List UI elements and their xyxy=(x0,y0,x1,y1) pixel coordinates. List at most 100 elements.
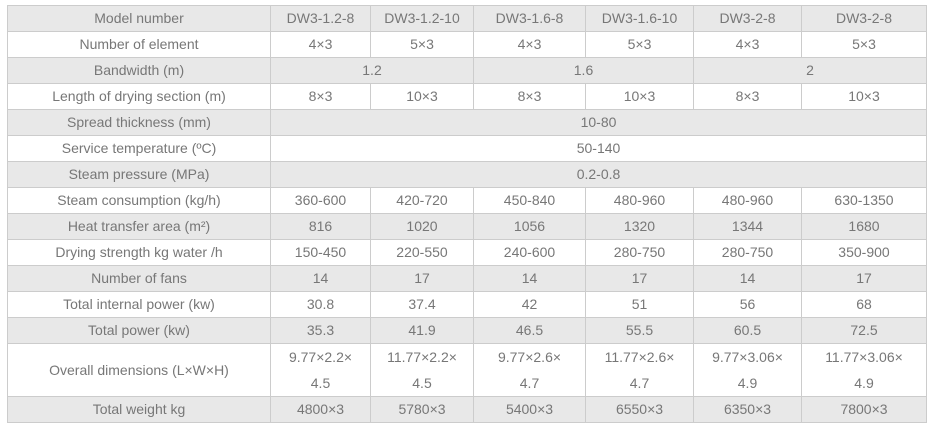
spec-value-cell: 8×3 xyxy=(693,83,802,110)
spec-value-cell: 6550×3 xyxy=(585,396,694,423)
spec-value-cell: DW3-1.6-10 xyxy=(585,5,694,32)
spec-value-cell: 10×3 xyxy=(370,83,474,110)
table-row-overall-dimensions: Overall dimensions (L×W×H) 9.77×2.2× 4.5… xyxy=(7,343,927,397)
table-row-bandwidth: Bandwidth (m) 1.2 1.6 2 xyxy=(7,57,927,84)
spec-value-cell: 11.77×3.06× 4.9 xyxy=(801,343,927,397)
table-row-model-number: Model number DW3-1.2-8 DW3-1.2-10 DW3-1.… xyxy=(7,5,927,32)
table-row-heat-transfer-area: Heat transfer area (m²) 816 1020 1056 13… xyxy=(7,213,927,240)
row-label: Drying strength kg water /h xyxy=(7,239,271,266)
row-label: Total power (kw) xyxy=(7,317,271,344)
spec-value-cell: 150-450 xyxy=(270,239,371,266)
row-label: Service temperature (ºC) xyxy=(7,135,271,162)
spec-value-cell: 56 xyxy=(693,291,802,318)
spec-value-cell: DW3-1.6-8 xyxy=(473,5,586,32)
table-row-length-of-drying-section: Length of drying section (m) 8×3 10×3 8×… xyxy=(7,83,927,110)
spec-value-cell: 10-80 xyxy=(270,109,927,136)
spec-value-cell: 11.77×2.6× 4.7 xyxy=(585,343,694,397)
spec-value-cell: 42 xyxy=(473,291,586,318)
table-row-spread-thickness: Spread thickness (mm) 10-80 xyxy=(7,109,927,136)
spec-value-cell: 46.5 xyxy=(473,317,586,344)
spec-value-cell: 72.5 xyxy=(801,317,927,344)
spec-value-cell: 1.6 xyxy=(473,57,694,84)
spec-value-cell: 350-900 xyxy=(801,239,927,266)
spec-value-cell: 220-550 xyxy=(370,239,474,266)
spec-value-cell: 8×3 xyxy=(270,83,371,110)
spec-value-cell: 2 xyxy=(693,57,927,84)
specifications-table: Model number DW3-1.2-8 DW3-1.2-10 DW3-1.… xyxy=(7,5,927,423)
table-row-drying-strength: Drying strength kg water /h 150-450 220-… xyxy=(7,239,927,266)
spec-value-cell: 11.77×2.2× 4.5 xyxy=(370,343,474,397)
spec-value-cell: 37.4 xyxy=(370,291,474,318)
spec-value-cell: DW3-2-8 xyxy=(693,5,802,32)
spec-value-cell: 5×3 xyxy=(585,31,694,58)
spec-value-cell: 1056 xyxy=(473,213,586,240)
table-row-steam-pressure: Steam pressure (MPa) 0.2-0.8 xyxy=(7,161,927,188)
row-label: Spread thickness (mm) xyxy=(7,109,271,136)
spec-value-cell: 50-140 xyxy=(270,135,927,162)
spec-value-cell: 1680 xyxy=(801,213,927,240)
spec-value-cell: 420-720 xyxy=(370,187,474,214)
spec-value-cell: 14 xyxy=(693,265,802,292)
spec-value-cell: 1320 xyxy=(585,213,694,240)
spec-value-cell: 9.77×3.06× 4.9 xyxy=(693,343,802,397)
spec-value-cell: 816 xyxy=(270,213,371,240)
spec-value-cell: 8×3 xyxy=(473,83,586,110)
spec-value-cell: 7800×3 xyxy=(801,396,927,423)
spec-value-cell: 41.9 xyxy=(370,317,474,344)
spec-value-cell: 4×3 xyxy=(693,31,802,58)
table-row-total-internal-power: Total internal power (kw) 30.8 37.4 42 5… xyxy=(7,291,927,318)
spec-value-cell: 35.3 xyxy=(270,317,371,344)
table-row-total-weight: Total weight kg 4800×3 5780×3 5400×3 655… xyxy=(7,396,927,423)
spec-value-cell: 5×3 xyxy=(370,31,474,58)
row-label: Total weight kg xyxy=(7,396,271,423)
spec-value-cell: 14 xyxy=(270,265,371,292)
spec-value-cell: 5400×3 xyxy=(473,396,586,423)
spec-value-cell: 280-750 xyxy=(585,239,694,266)
spec-value-cell: DW3-1.2-10 xyxy=(370,5,474,32)
spec-value-cell: 360-600 xyxy=(270,187,371,214)
spec-value-cell: 5×3 xyxy=(801,31,927,58)
spec-value-cell: 480-960 xyxy=(585,187,694,214)
row-label: Steam pressure (MPa) xyxy=(7,161,271,188)
spec-value-cell: 9.77×2.2× 4.5 xyxy=(270,343,371,397)
table-row-number-of-element: Number of element 4×3 5×3 4×3 5×3 4×3 5×… xyxy=(7,31,927,58)
row-label: Steam consumption (kg/h) xyxy=(7,187,271,214)
spec-value-cell: 1020 xyxy=(370,213,474,240)
row-label: Total internal power (kw) xyxy=(7,291,271,318)
spec-value-cell: 30.8 xyxy=(270,291,371,318)
row-label: Length of drying section (m) xyxy=(7,83,271,110)
spec-value-cell: 17 xyxy=(370,265,474,292)
row-label: Number of element xyxy=(7,31,271,58)
spec-value-cell: 14 xyxy=(473,265,586,292)
row-label: Heat transfer area (m²) xyxy=(7,213,271,240)
spec-value-cell: 60.5 xyxy=(693,317,802,344)
table-row-number-of-fans: Number of fans 14 17 14 17 14 17 xyxy=(7,265,927,292)
spec-value-cell: 5780×3 xyxy=(370,396,474,423)
spec-value-cell: 480-960 xyxy=(693,187,802,214)
spec-value-cell: 6350×3 xyxy=(693,396,802,423)
spec-value-cell: 55.5 xyxy=(585,317,694,344)
spec-value-cell: 240-600 xyxy=(473,239,586,266)
spec-value-cell: 1344 xyxy=(693,213,802,240)
spec-value-cell: 10×3 xyxy=(585,83,694,110)
spec-value-cell: DW3-1.2-8 xyxy=(270,5,371,32)
spec-value-cell: 17 xyxy=(585,265,694,292)
row-label: Model number xyxy=(7,5,271,32)
spec-value-cell: 280-750 xyxy=(693,239,802,266)
spec-value-cell: 0.2-0.8 xyxy=(270,161,927,188)
spec-value-cell: DW3-2-8 xyxy=(801,5,927,32)
spec-value-cell: 630-1350 xyxy=(801,187,927,214)
spec-value-cell: 1.2 xyxy=(270,57,474,84)
row-label: Overall dimensions (L×W×H) xyxy=(7,343,271,397)
table-row-total-power: Total power (kw) 35.3 41.9 46.5 55.5 60.… xyxy=(7,317,927,344)
spec-value-cell: 4800×3 xyxy=(270,396,371,423)
spec-value-cell: 450-840 xyxy=(473,187,586,214)
spec-value-cell: 17 xyxy=(801,265,927,292)
table-row-service-temperature: Service temperature (ºC) 50-140 xyxy=(7,135,927,162)
spec-value-cell: 4×3 xyxy=(473,31,586,58)
spec-value-cell: 9.77×2.6× 4.7 xyxy=(473,343,586,397)
spec-value-cell: 51 xyxy=(585,291,694,318)
spec-value-cell: 4×3 xyxy=(270,31,371,58)
table-row-steam-consumption: Steam consumption (kg/h) 360-600 420-720… xyxy=(7,187,927,214)
